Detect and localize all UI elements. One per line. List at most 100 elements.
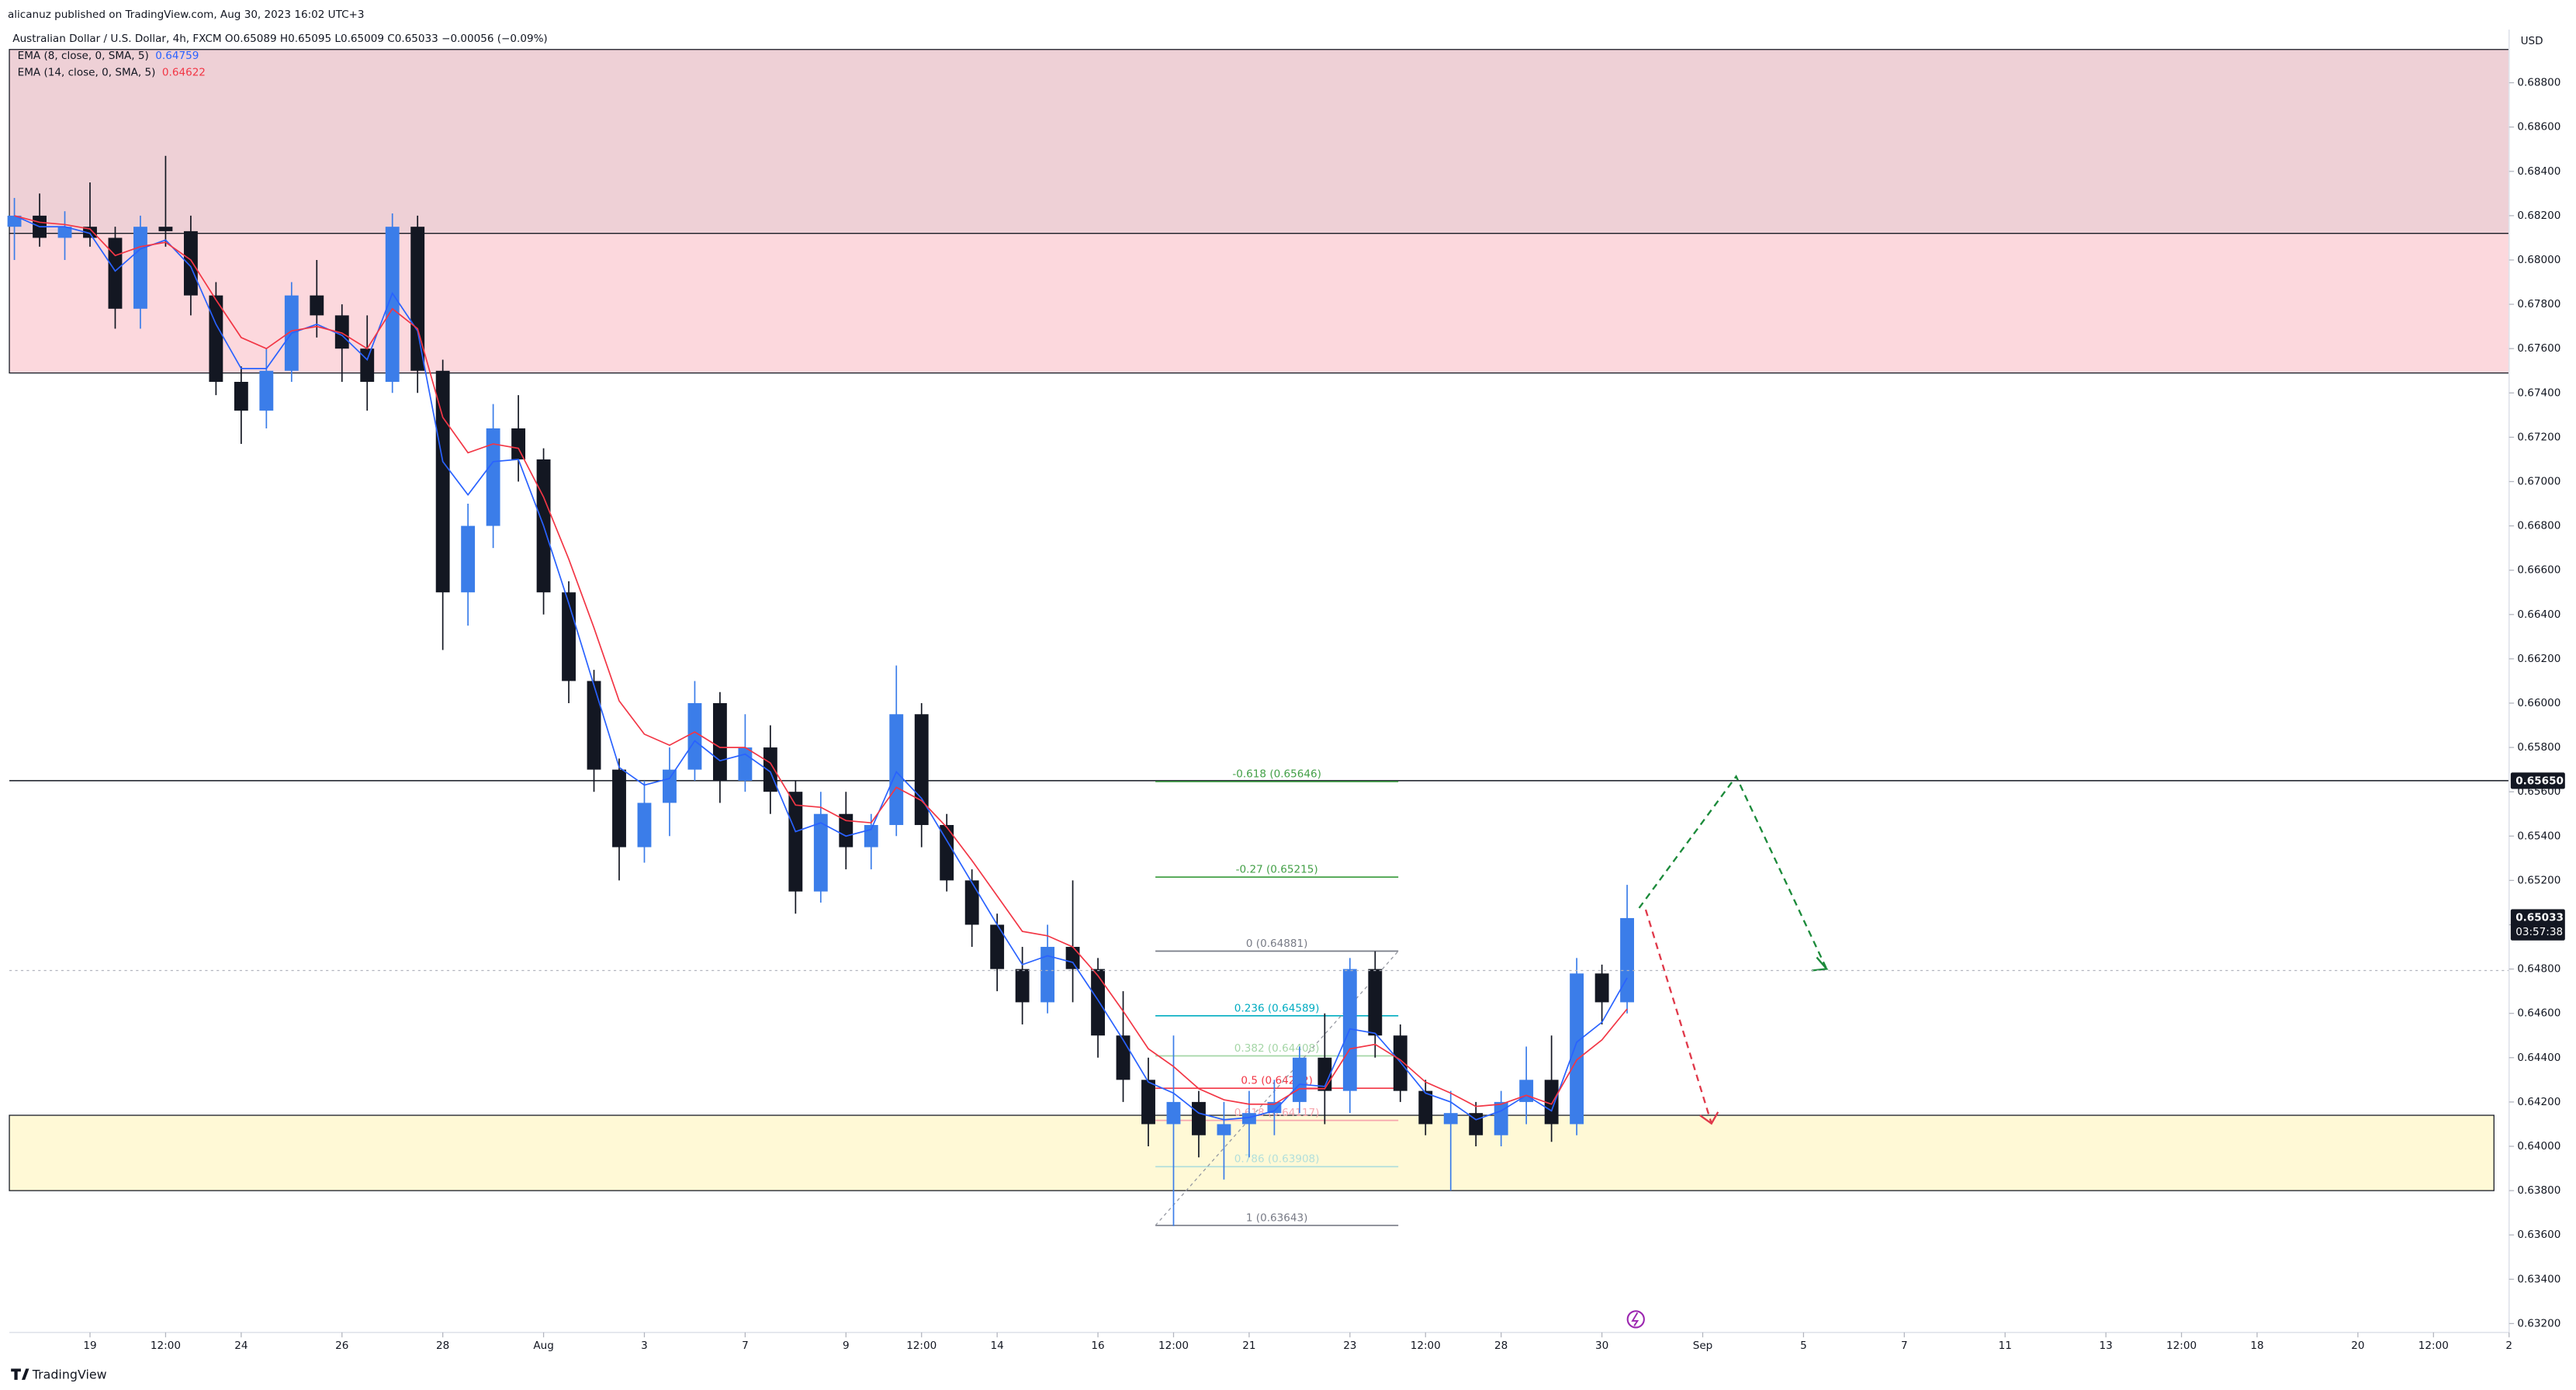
candle-body [1141,1080,1155,1125]
candle-body [763,747,777,792]
candle-body [310,295,324,316]
candle-body [964,880,979,925]
x-tick-label: 12:00 [1158,1340,1189,1352]
y-tick-label: 0.64000 [2517,1140,2560,1153]
x-tick-label: 5 [1800,1340,1807,1352]
x-tick-label: 2 [2505,1340,2512,1352]
x-tick-label: 12:00 [2418,1340,2449,1352]
symbol-legend: Australian Dollar / U.S. Dollar, 4h, FXC… [12,33,547,45]
candle-body [788,792,803,892]
x-tick-label: 14 [991,1340,1004,1352]
bearish-projection [1644,909,1712,1124]
y-tick-label: 0.64400 [2517,1052,2560,1064]
x-tick-label: 12:00 [906,1340,937,1352]
candle-body [1040,947,1055,1003]
legend-value: 0.64759 [155,50,199,62]
fib-label: 0.236 (0.64589) [1234,1002,1320,1014]
brand: TradingView [11,1367,107,1381]
fib-trend [1155,951,1399,1226]
y-tick-label: 0.64200 [2517,1096,2560,1108]
candle-body [813,813,828,892]
y-tick-label: 0.63800 [2517,1184,2560,1197]
candle-body [334,315,349,349]
price-label: 0.65650 [2515,775,2564,788]
y-tick-label: 0.63400 [2517,1273,2560,1285]
projection-arrows [1638,775,1829,1125]
candle-body [133,227,147,309]
event-icon-bolt [1631,1312,1639,1326]
event-icon [1626,1310,1645,1329]
y-tick-label: 0.64600 [2517,1007,2560,1020]
candle-body [1544,1080,1559,1125]
y-tick-label: 0.67800 [2517,298,2560,310]
fib-label: 0 (0.64881) [1246,938,1308,950]
candle-body [889,714,904,826]
axes: 0.63200 0.63400 0.63600 0.63800 0.64000 0.642… [83,77,2565,1352]
brand-name: TradingView [32,1367,107,1381]
legend-value: 0.64622 [162,66,206,78]
fib-label: -0.27 (0.65215) [1236,864,1318,876]
candle-body [1494,1101,1508,1135]
candle-body [7,215,22,227]
x-tick-label: Aug [533,1340,553,1352]
candle-body [183,231,198,296]
x-tick-label: 30 [1595,1340,1608,1352]
candle-body [1594,973,1609,1003]
x-tick-label: 28 [1494,1340,1508,1352]
fibonacci: -0.618 (0.65646) -0.27 (0.65215) 0 (0.6488… [1155,768,1399,1226]
candle-body [1015,969,1030,1003]
legend-name: EMA (8, close, 0, SMA, 5) [18,50,149,62]
ema-line [14,215,1628,1107]
x-tick-label: 18 [2250,1340,2263,1352]
legend-name: EMA (14, close, 0, SMA, 5) [18,66,156,78]
candle-body [435,370,450,593]
fib-label: 1 (0.63643) [1246,1211,1308,1224]
x-tick-label: 3 [641,1340,648,1352]
candles [7,155,1634,1226]
x-tick-label: 11 [1999,1340,2012,1352]
x-tick-label: 21 [1242,1340,1255,1352]
candle-body [360,348,375,383]
candle-body [461,525,476,593]
x-tick-label: 12:00 [151,1340,181,1352]
candle-body [839,813,853,848]
candle-body [511,428,526,459]
candle-body [1570,973,1584,1125]
fib-label: -0.618 (0.65646) [1232,768,1321,781]
y-tick-label: 0.64800 [2517,963,2560,976]
arrow-head [1699,1111,1719,1125]
y-tick-label: 0.66200 [2517,653,2560,665]
zones [9,49,2510,1191]
candle-body [587,681,601,770]
y-tick-label: 0.65400 [2517,830,2560,842]
y-tick-label: 0.68400 [2517,165,2560,178]
candle-body [385,227,400,383]
candle-body [1620,917,1634,1003]
y-tick-label: 0.68600 [2517,121,2560,133]
x-tick-label: 28 [436,1340,449,1352]
candle-body [486,428,500,526]
candle-body [259,370,274,411]
y-tick-label: 0.63200 [2517,1317,2560,1329]
candle-body [1116,1035,1130,1080]
x-tick-label: 12:00 [1411,1340,1441,1352]
candle-body [990,924,1005,969]
x-tick-label: 19 [83,1340,96,1352]
y-tick-label: 0.67000 [2517,475,2560,487]
candle-body [1443,1113,1458,1125]
countdown: 03:57:38 [2515,926,2563,938]
candle-body [663,769,677,803]
candle-body [1217,1124,1231,1135]
arrow-head [1811,956,1829,972]
y-unit: USD [2521,35,2543,47]
y-tick-label: 0.68000 [2517,254,2560,266]
ema-line [14,215,1628,1121]
candle-body [1192,1101,1206,1135]
x-tick-label: 20 [2351,1340,2364,1352]
candle-body [914,714,929,826]
y-tick-label: 0.68200 [2517,210,2560,222]
bullish-projection [1638,775,1828,969]
candle-body [234,382,248,411]
